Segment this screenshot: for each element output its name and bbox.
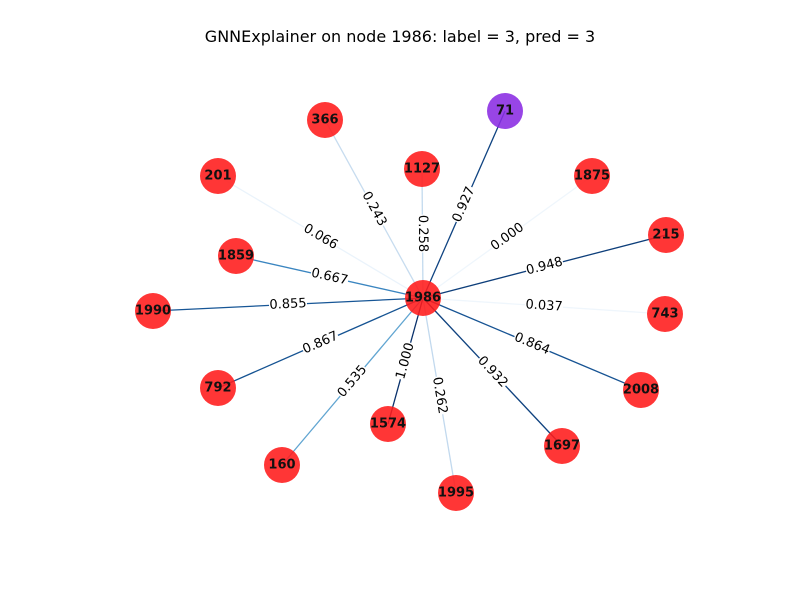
edge-label-bg (414, 214, 431, 253)
node-label: 160 (268, 458, 295, 473)
edge-label-group-366: 0.243 (357, 188, 391, 230)
node-label: 366 (311, 113, 338, 128)
node-label: 71 (496, 104, 514, 119)
node-circle (200, 158, 236, 194)
edge-label-group-743: 0.037 (524, 296, 564, 316)
node-circle (218, 238, 254, 274)
edge-weight-label: 0.948 (525, 255, 565, 279)
node-label: 1995 (438, 486, 474, 501)
node-label: 215 (652, 228, 679, 243)
edge-weight-label: 0.927 (450, 184, 479, 224)
node-circle (264, 447, 300, 483)
edge-label-bg (309, 265, 350, 289)
node-label: 743 (651, 307, 678, 322)
node-1990: 1990 (135, 293, 171, 329)
edge-label-bg (428, 375, 451, 416)
edge-label-group-160: 0.535 (334, 361, 371, 402)
node-366: 366 (307, 102, 343, 138)
node-label: 1574 (370, 417, 406, 432)
edge-label-bg (357, 188, 391, 230)
node-label: 1990 (135, 304, 171, 319)
edge-label-group-1875: 0.000 (487, 219, 528, 255)
node-circle (135, 293, 171, 329)
node-label: 1875 (574, 169, 610, 184)
node-label: 1859 (218, 249, 254, 264)
edge-weight-label: 0.932 (474, 353, 510, 390)
node-circle (647, 296, 683, 332)
edge-label-bg (511, 329, 553, 359)
node-1574: 1574 (370, 406, 406, 442)
node-1697: 1697 (544, 428, 580, 464)
edge-weight-label: 0.867 (300, 329, 340, 358)
edge-label-bg (487, 219, 528, 255)
edge-label-group-215: 0.948 (524, 253, 565, 280)
edge-label-group-201: 0.066 (300, 220, 341, 254)
graph-title: GNNExplainer on node 1986: label = 3, pr… (204, 27, 596, 46)
edge-label-group-71: 0.927 (449, 183, 479, 226)
node-label: 2008 (623, 383, 659, 398)
edge-label-group-1574: 1.000 (392, 340, 419, 382)
edge-label-group-1995: 0.262 (428, 375, 451, 416)
node-160: 160 (264, 447, 300, 483)
edge-weight-label: 0.262 (429, 376, 450, 415)
nodes-layer: 1986 71 366 1127 1875 201 215 1859 1990 743 792 200… (135, 93, 684, 511)
node-1986: 1986 (405, 280, 441, 316)
node-circle (574, 158, 610, 194)
edge-label-group-1990: 0.855 (268, 295, 308, 314)
node-circle (404, 151, 440, 187)
edge-label-group-792: 0.867 (299, 328, 342, 358)
node-label: 1127 (404, 162, 440, 177)
edge-label-bg (524, 296, 564, 316)
node-201: 201 (200, 158, 236, 194)
edge-label-bg (392, 340, 419, 382)
node-circle (370, 406, 406, 442)
edge-label-group-1127: 0.258 (414, 214, 431, 253)
node-1995: 1995 (438, 475, 474, 511)
edge-label-bg (473, 352, 512, 392)
node-circle (544, 428, 580, 464)
node-circle (438, 475, 474, 511)
edge-label-bg (449, 183, 479, 226)
edge-weight-label: 0.258 (415, 215, 430, 252)
node-2008: 2008 (623, 372, 659, 408)
node-circle (405, 280, 441, 316)
edge-weight-label: 1.000 (393, 341, 417, 381)
edge-weight-label: 0.243 (358, 189, 389, 229)
edge-label-bg (300, 220, 341, 254)
node-1127: 1127 (404, 151, 440, 187)
node-circle (200, 370, 236, 406)
node-215: 215 (648, 217, 684, 253)
node-circle (307, 102, 343, 138)
node-circle (623, 372, 659, 408)
node-label: 792 (204, 381, 231, 396)
edge-label-bg (299, 328, 342, 358)
node-792: 792 (200, 370, 236, 406)
edge-label-bg (524, 253, 565, 280)
node-1875: 1875 (574, 158, 610, 194)
edge-weight-label: 0.864 (512, 330, 552, 358)
node-71: 71 (487, 93, 523, 129)
node-label: 1986 (405, 291, 441, 306)
edge-weight-label: 0.535 (335, 362, 370, 400)
node-1859: 1859 (218, 238, 254, 274)
node-circle (487, 93, 523, 129)
edge-label-group-2008: 0.864 (511, 329, 553, 359)
edge-weight-label: 0.855 (269, 296, 307, 313)
node-743: 743 (647, 296, 683, 332)
edge-label-bg (334, 361, 371, 402)
edge-label-group-1859: 0.667 (309, 265, 350, 289)
node-circle (648, 217, 684, 253)
edge-label-bg (268, 295, 308, 314)
edge-weight-label: 0.037 (525, 297, 563, 314)
node-label: 201 (204, 169, 231, 184)
edge-weight-label: 0.066 (301, 221, 341, 253)
edge-label-group-1697: 0.932 (473, 352, 512, 392)
node-label: 1697 (544, 439, 580, 454)
